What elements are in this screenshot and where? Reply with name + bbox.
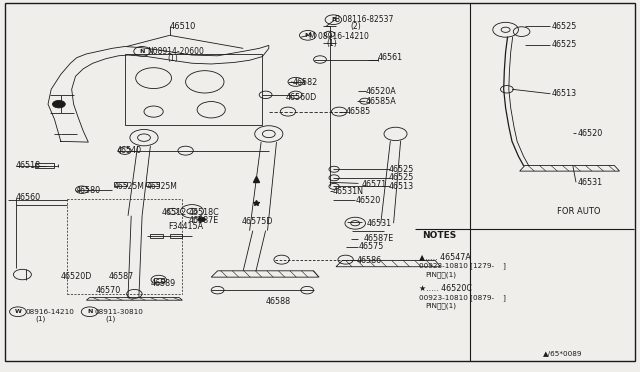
Text: B: B (331, 17, 336, 22)
Text: 46510: 46510 (170, 22, 196, 31)
Text: ▲..... 46547A: ▲..... 46547A (419, 252, 471, 261)
Bar (35, 163, 54, 168)
Text: 46518C: 46518C (189, 208, 220, 217)
Text: ★..... 46520C: ★..... 46520C (419, 284, 472, 293)
Text: 46570: 46570 (96, 286, 121, 295)
Text: PINピン(1): PINピン(1) (426, 303, 456, 310)
Text: 46560D: 46560D (285, 93, 317, 102)
Bar (154, 278, 164, 282)
Circle shape (52, 100, 65, 108)
Text: 46589: 46589 (150, 279, 175, 288)
Text: (2): (2) (351, 22, 362, 31)
Text: 46531N: 46531N (333, 187, 364, 196)
Text: 46513: 46513 (388, 182, 413, 191)
Text: (1): (1) (106, 315, 116, 322)
Text: 46513: 46513 (552, 89, 577, 98)
Text: 46531: 46531 (577, 178, 602, 187)
Text: 46540: 46540 (117, 146, 142, 155)
Text: 46582: 46582 (293, 78, 318, 87)
Text: N: N (87, 309, 92, 314)
Text: M 08916-14210: M 08916-14210 (309, 32, 369, 41)
Text: 00923-10810 [1279-    ]: 00923-10810 [1279- ] (419, 263, 506, 269)
Text: 46525M: 46525M (114, 182, 145, 191)
Text: 46520: 46520 (355, 196, 380, 205)
Text: 46575D: 46575D (242, 217, 273, 226)
Text: F34415A: F34415A (168, 222, 204, 231)
Text: N08914-20600: N08914-20600 (147, 47, 204, 56)
Text: 46585A: 46585A (366, 97, 397, 106)
Bar (146, 182, 159, 186)
Text: 46520: 46520 (577, 129, 602, 138)
Text: (1): (1) (35, 315, 45, 322)
Text: 00923-10810 [0879-    ]: 00923-10810 [0879- ] (419, 294, 506, 301)
Text: 46586: 46586 (357, 256, 382, 265)
Text: 46580: 46580 (76, 186, 100, 195)
Text: 46518: 46518 (16, 161, 41, 170)
Text: 46587E: 46587E (189, 216, 219, 225)
Text: (1): (1) (168, 54, 179, 63)
Text: 46525M: 46525M (147, 182, 177, 191)
Bar (150, 234, 163, 238)
Text: ▲/65*0089: ▲/65*0089 (543, 351, 582, 357)
Text: 08911-30810: 08911-30810 (95, 310, 143, 315)
Text: 46525: 46525 (552, 40, 577, 49)
Text: 46520A: 46520A (366, 87, 397, 96)
Text: PINピン(1): PINピン(1) (426, 271, 456, 278)
Text: 46512: 46512 (161, 208, 186, 217)
Text: 08916-14210: 08916-14210 (26, 310, 74, 315)
Text: (1): (1) (326, 39, 337, 48)
Text: FOR AUTO: FOR AUTO (557, 207, 600, 216)
Text: 46587E: 46587E (364, 234, 394, 243)
Bar (114, 182, 127, 186)
Text: 46571: 46571 (362, 180, 387, 189)
Text: 46525: 46525 (388, 165, 414, 174)
Text: N: N (140, 49, 145, 54)
Text: 46587: 46587 (109, 272, 134, 280)
Text: 46575: 46575 (358, 242, 384, 251)
Text: 46561: 46561 (378, 53, 403, 62)
Bar (170, 234, 182, 238)
Text: 46520D: 46520D (61, 272, 92, 280)
Text: 46588: 46588 (266, 297, 291, 306)
Text: M: M (305, 33, 311, 38)
Text: 46560: 46560 (16, 193, 41, 202)
Text: NOTES: NOTES (422, 231, 457, 240)
Text: 46585: 46585 (346, 107, 371, 116)
Bar (125, 54, 262, 125)
Text: W: W (15, 309, 21, 314)
Text: 46525: 46525 (552, 22, 577, 31)
Circle shape (198, 217, 205, 222)
Text: 46525: 46525 (388, 173, 414, 182)
Text: 46531: 46531 (367, 219, 392, 228)
Text: B 08116-82537: B 08116-82537 (335, 15, 394, 24)
